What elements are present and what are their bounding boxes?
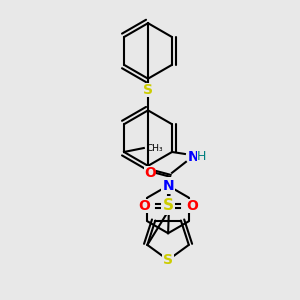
Text: O: O: [186, 200, 198, 214]
Text: H: H: [197, 150, 206, 164]
Text: N: N: [162, 179, 174, 193]
Text: S: S: [163, 198, 174, 213]
Text: O: O: [144, 166, 156, 180]
Text: S: S: [143, 82, 153, 97]
Text: O: O: [138, 200, 150, 214]
Text: S: S: [163, 253, 173, 267]
Text: CH₃: CH₃: [147, 143, 164, 152]
Text: N: N: [188, 150, 200, 164]
